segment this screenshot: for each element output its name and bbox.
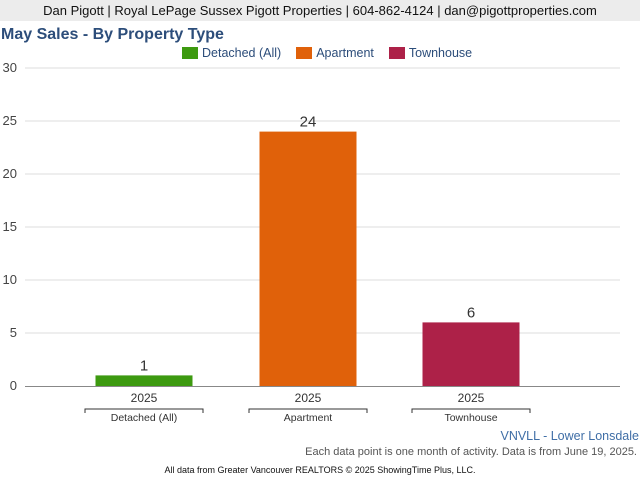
x-tick-label-detached-all: 2025	[131, 391, 158, 405]
legend-label-detached: Detached (All)	[202, 46, 282, 60]
y-tick-label-5: 5	[10, 325, 17, 340]
category-bracket-townhouse	[411, 408, 531, 413]
data-note: Each data point is one month of activity…	[305, 446, 637, 458]
header-bar: Dan Pigott | Royal LePage Sussex Pigott …	[0, 0, 640, 21]
chart-title: May Sales - By Property Type	[1, 26, 224, 43]
value-label-townhouse: 6	[467, 304, 475, 321]
legend-swatch-townhouse	[388, 47, 405, 59]
category-bracket-detached-all	[84, 408, 204, 413]
legend-swatch-apartment	[296, 47, 313, 59]
y-tick-label-25: 25	[3, 113, 17, 128]
x-tick-label-townhouse: 2025	[458, 391, 485, 405]
value-label-apartment: 24	[300, 114, 317, 131]
header-contact-text: Dan Pigott | Royal LePage Sussex Pigott …	[43, 3, 597, 18]
bar-detached-all[interactable]	[95, 375, 193, 386]
legend-label-townhouse: Townhouse	[408, 46, 473, 60]
y-tick-label-10: 10	[3, 272, 17, 287]
category-label-detached-all: Detached (All)	[111, 412, 178, 424]
value-label-detached-all: 1	[140, 357, 148, 374]
x-tick-label-apartment: 2025	[295, 391, 322, 405]
y-tick-label-15: 15	[3, 219, 17, 234]
category-label-apartment: Apartment	[284, 412, 333, 424]
bar-apartment[interactable]	[259, 131, 357, 386]
legend-item-townhouse[interactable]: Townhouse	[388, 46, 473, 60]
legend-swatch-detached	[182, 47, 198, 59]
legend-item-detached[interactable]: Detached (All)	[182, 46, 281, 60]
category-label-townhouse: Townhouse	[444, 412, 497, 424]
y-tick-label-30: 30	[3, 60, 17, 75]
legend-label-apartment: Apartment	[316, 46, 374, 60]
legend-item-apartment[interactable]: Apartment	[296, 46, 374, 60]
area-label: VNVLL - Lower Lonsdale	[500, 429, 639, 443]
category-bracket-apartment	[248, 408, 368, 413]
footer-copyright: All data from Greater Vancouver REALTORS…	[164, 465, 476, 475]
y-tick-label-20: 20	[3, 166, 17, 181]
bar-townhouse[interactable]	[422, 322, 520, 386]
y-tick-label-0: 0	[10, 378, 17, 393]
legend: Detached (All) Apartment Townhouse	[182, 45, 487, 61]
